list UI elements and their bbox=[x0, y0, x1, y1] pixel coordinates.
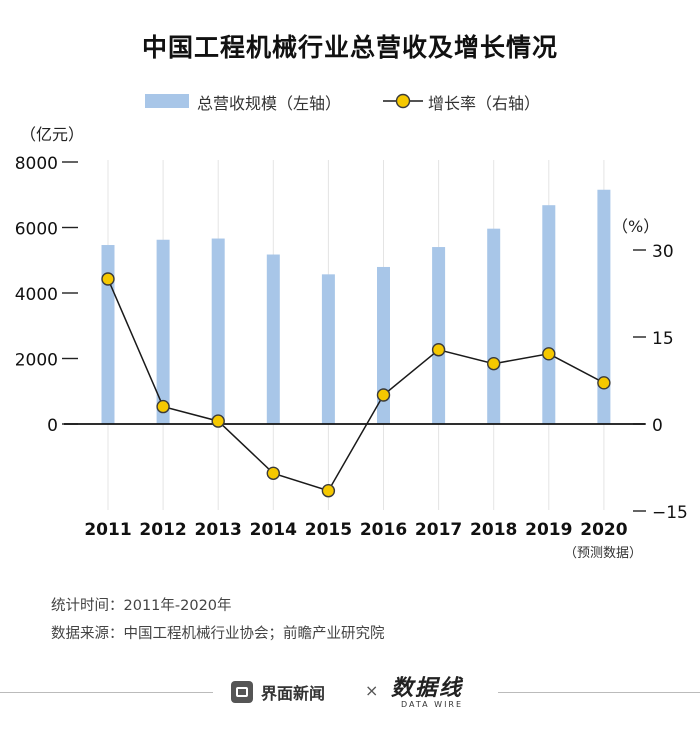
chart-svg: （亿元） 0 2000 4000 6000 8000 （%） −15 0 15 30 2011 2012… bbox=[15, 125, 688, 561]
footer-divider-right bbox=[498, 692, 700, 693]
growth-point-2020 bbox=[597, 376, 611, 390]
x-tick-label: 2015 bbox=[305, 520, 352, 540]
growth-point-2014 bbox=[266, 466, 280, 480]
x-tick-label: 2012 bbox=[139, 520, 186, 540]
right-axis-tick-label: 0 bbox=[652, 416, 663, 436]
legend-bar-label: 总营收规模（左轴） bbox=[197, 94, 342, 113]
footer-source: 数据来源：中国工程机械行业协会；前瞻产业研究院 bbox=[51, 626, 385, 642]
footer-divider-left bbox=[0, 692, 213, 693]
left-axis-tick-label: 0 bbox=[47, 416, 58, 436]
left-axis-tick-label: 4000 bbox=[15, 285, 58, 305]
jiemian-brand-name: 界面新闻 bbox=[261, 684, 326, 703]
left-axis-tick-label: 8000 bbox=[15, 154, 58, 174]
x-tick-label: 2017 bbox=[415, 520, 462, 540]
right-axis-tick-label: 15 bbox=[652, 329, 674, 349]
bar-2019 bbox=[542, 205, 556, 424]
right-axis-tick-label: −15 bbox=[652, 503, 688, 523]
bar-2016 bbox=[377, 266, 390, 424]
brand-separator: × bbox=[365, 681, 379, 700]
x-tick-label: 2018 bbox=[470, 520, 517, 540]
growth-point-2013 bbox=[211, 414, 225, 428]
growth-point-2015 bbox=[321, 484, 336, 498]
bar-2015 bbox=[321, 274, 335, 424]
growth-point-2012 bbox=[156, 399, 170, 414]
jiemian-brand: 界面新闻 bbox=[231, 678, 325, 706]
legend-line-label: 增长率（右轴） bbox=[428, 94, 541, 113]
legend: 总营收规模（左轴） 增长率（右轴） bbox=[0, 86, 700, 116]
growth-point-2011 bbox=[101, 272, 115, 286]
datawire-logo: 数据线 DATA WIRE bbox=[391, 670, 487, 709]
chart-title: 中国工程机械行业总营收及增长情况 bbox=[141, 33, 558, 62]
growth-point-2016 bbox=[376, 388, 391, 402]
legend-line-swatch bbox=[383, 93, 423, 109]
growth-point-2018 bbox=[487, 356, 501, 371]
right-axis-tick-label: 30 bbox=[652, 242, 674, 262]
bar-2014 bbox=[266, 254, 280, 424]
right-axis-unit: （%） bbox=[612, 217, 659, 236]
bar-2017 bbox=[432, 247, 446, 424]
left-axis-tick-label: 6000 bbox=[15, 220, 58, 240]
left-axis-tick-label: 2000 bbox=[15, 351, 58, 371]
datawire-logo-en: DATA WIRE bbox=[401, 700, 464, 709]
datawire-logo-cn: 数据线 bbox=[391, 676, 464, 701]
x-note-forecast: （预测数据） bbox=[564, 546, 642, 561]
bar-2013 bbox=[211, 238, 225, 424]
bar-2012 bbox=[156, 239, 170, 424]
bar-2020 bbox=[597, 189, 611, 424]
x-tick-label: 2020 bbox=[580, 520, 627, 540]
growth-point-2017 bbox=[431, 343, 446, 357]
x-tick-label: 2011 bbox=[84, 520, 131, 540]
x-tick-label: 2014 bbox=[250, 520, 297, 540]
growth-point-2019 bbox=[542, 347, 556, 361]
x-tick-label: 2016 bbox=[360, 520, 407, 540]
footer-stat-time: 统计时间：2011年-2020年 bbox=[51, 598, 232, 614]
bar-2018 bbox=[487, 228, 501, 424]
bar-2011 bbox=[101, 245, 115, 424]
x-tick-label: 2019 bbox=[525, 520, 572, 540]
x-tick-label: 2013 bbox=[195, 520, 242, 540]
legend-bar-swatch bbox=[145, 94, 189, 108]
jiemian-logo-icon bbox=[231, 681, 253, 703]
growth-rate-line bbox=[107, 278, 605, 492]
left-axis-unit: （亿元） bbox=[20, 125, 84, 144]
